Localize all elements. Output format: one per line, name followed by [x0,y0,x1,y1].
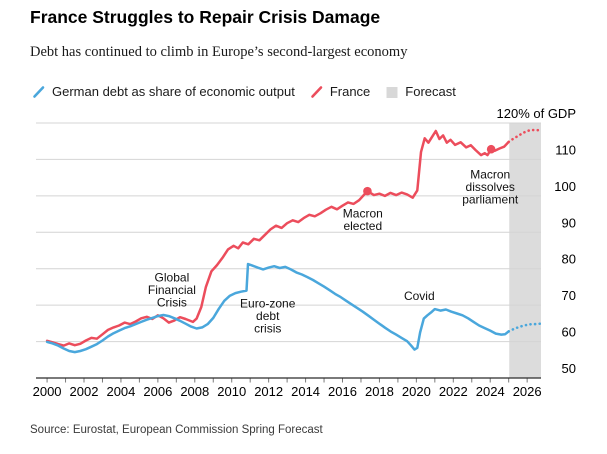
x-tick-label-2018: 2018 [365,384,394,399]
annotation-euro-zone-debt-crisis: crisis [254,322,281,336]
legend-label-france: France [329,84,371,99]
germany-line [45,262,510,354]
legend-label-forecast: Forecast [405,84,456,99]
annotation-covid: Covid [404,289,435,303]
france-line-icon [311,85,323,98]
source-note: Source: Eurostat, European Commission Sp… [30,424,323,436]
france-forecast-dotted-line [507,128,542,144]
x-tick-label-2026: 2026 [513,384,542,399]
event-marker-macron-dissolves-parliament [486,144,496,154]
event-marker-macron-elected [363,186,372,196]
legend-item-france: France [310,84,370,99]
annotation-global-financial-crisis: Crisis [157,295,187,309]
x-tick-label-2006: 2006 [143,384,172,399]
x-tick-label-2014: 2014 [291,384,320,399]
annotation-macron-dissolves-parliament: parliament [462,193,519,207]
x-tick-label-2000: 2000 [33,384,62,399]
chart-legend: German debt as share of economic output F… [32,84,456,99]
x-tick-label-2022: 2022 [439,384,468,399]
x-tick-label-2012: 2012 [254,384,283,399]
germany-line-icon [33,85,45,98]
annotation-global-financial-crisis: Financial [148,283,196,297]
debt-line-chart: 2000 2002 2004 2006 2008 2010 2012 2014 2016 2018… [33,106,577,399]
x-tick-label-2004: 2004 [106,384,135,399]
x-tick-label-2020: 2020 [402,384,431,399]
y-tick-label-110: 110 [555,142,576,157]
annotation-euro-zone-debt-crisis: Euro-zone [240,297,296,311]
france-line [45,129,510,347]
x-tick-label-2010: 2010 [217,384,246,399]
legend-label-germany: German debt as share of economic output [52,84,295,99]
chart-title: France Struggles to Repair Crisis Damage [30,7,381,27]
chart-subtitle: Debt has continued to climb in Europe’s … [30,44,408,60]
germany-forecast-dotted-line [507,322,542,333]
annotation-macron-elected: Macron [343,207,383,221]
annotation-euro-zone-debt-crisis: debt [256,309,280,323]
y-tick-label-70: 70 [562,288,576,303]
y-tick-label-90: 90 [562,215,576,230]
annotation-macron-dissolves-parliament: dissolves [466,180,515,194]
forecast-swatch-icon [386,86,398,98]
annotation-macron-elected: elected [343,219,382,233]
y-tick-label-80: 80 [562,252,576,267]
x-tick-label-2002: 2002 [70,384,99,399]
annotation-macron-dissolves-parliament: Macron [470,168,510,182]
y-axis-unit-label: 120% of GDP [497,106,577,121]
y-tick-label-50: 50 [562,361,576,376]
legend-item-germany: German debt as share of economic output [32,84,295,99]
x-tick-label-2008: 2008 [180,384,209,399]
legend-item-forecast: Forecast [385,84,456,99]
x-tick-label-2024: 2024 [476,384,505,399]
forecast-band [509,123,541,378]
y-tick-label-100: 100 [554,179,576,194]
annotation-global-financial-crisis: Global [155,270,190,284]
y-tick-label-60: 60 [562,325,576,340]
x-tick-label-2016: 2016 [328,384,357,399]
